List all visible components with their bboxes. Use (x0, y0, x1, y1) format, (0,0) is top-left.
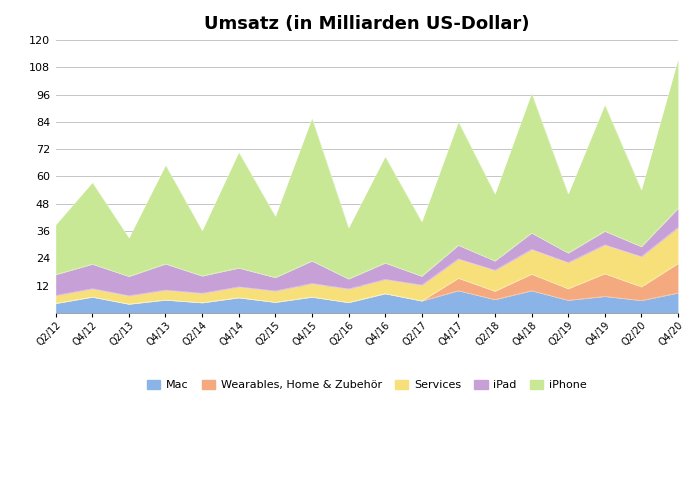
Legend: Mac, Wearables, Home & Zubehör, Services, iPad, iPhone: Mac, Wearables, Home & Zubehör, Services… (143, 375, 591, 394)
Title: Umsatz (in Milliarden US-Dollar): Umsatz (in Milliarden US-Dollar) (204, 15, 530, 33)
